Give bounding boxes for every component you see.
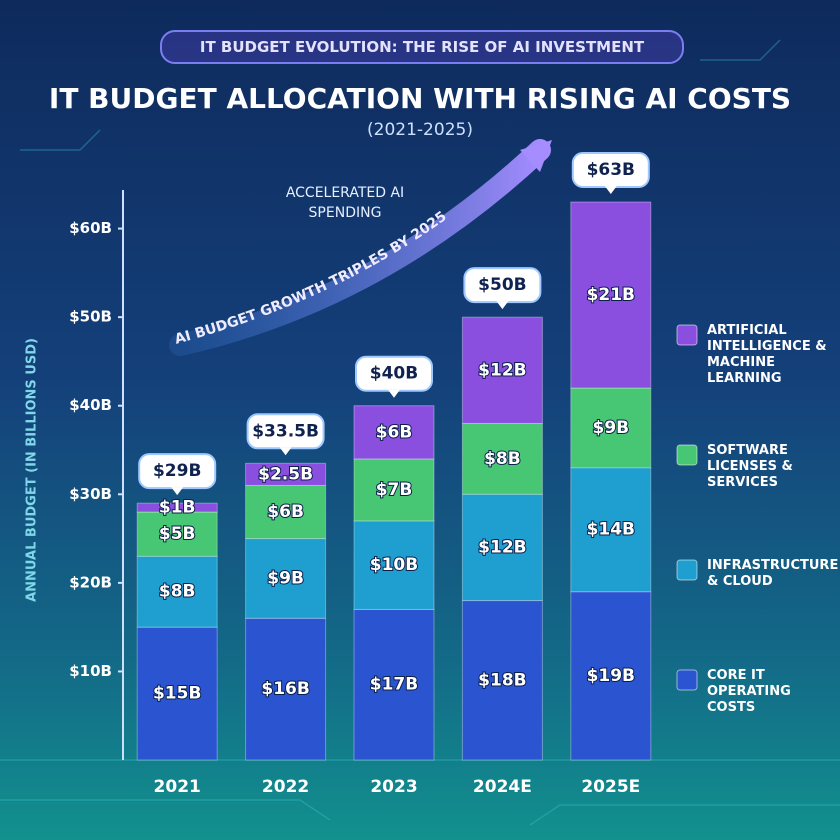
banner: IT BUDGET EVOLUTION: THE RISE OF AI INVE… xyxy=(160,30,684,64)
segment-label: $12B xyxy=(478,360,526,380)
y-tick-label: $30B xyxy=(69,485,112,503)
segment-label: $8B xyxy=(159,582,196,602)
segment-label: $21B xyxy=(587,285,635,305)
bar-segment xyxy=(570,201,652,389)
bar-segment xyxy=(245,484,327,540)
bar-segment xyxy=(136,502,218,513)
bar-segment xyxy=(461,493,543,602)
segment-label: $9B xyxy=(267,568,304,588)
trend-arrow xyxy=(169,139,551,356)
annotation: ACCELERATED AI SPENDING xyxy=(285,185,405,221)
segment-label: $1B xyxy=(159,498,196,518)
total-callout: $50B xyxy=(463,267,542,310)
arrow-label: AI BUDGET GROWTH TRIPLES BY 2025 xyxy=(173,208,450,347)
bar-segment xyxy=(353,458,435,522)
bar-segment xyxy=(136,626,218,761)
arrow-label-text: AI BUDGET GROWTH TRIPLES BY 2025 xyxy=(173,208,450,347)
total-label: $40B xyxy=(370,364,418,384)
title: IT BUDGET ALLOCATION WITH RISING AI COST… xyxy=(48,82,792,115)
segment-label: $8B xyxy=(484,449,521,469)
bar-segment xyxy=(245,462,327,486)
segment-label: $19B xyxy=(587,666,635,686)
y-tick-label: $60B xyxy=(69,219,112,237)
total-callout: $33.5B xyxy=(246,413,325,456)
callout-tail xyxy=(171,487,184,496)
total-label: $33.5B xyxy=(252,421,319,441)
bar-segment xyxy=(461,600,543,761)
x-tick-label: 2024E xyxy=(473,777,532,797)
legend-swatch xyxy=(676,559,698,581)
callout-tail xyxy=(388,389,400,398)
bar-segment xyxy=(136,555,218,628)
total-label: $50B xyxy=(478,275,526,295)
segment-label: $12B xyxy=(478,537,526,557)
callout-tail xyxy=(604,186,617,194)
segment-label: $18B xyxy=(478,670,526,690)
segment-label: $2.5B xyxy=(258,464,313,484)
callout-tail xyxy=(279,447,292,456)
total-callout: $63B xyxy=(571,152,650,194)
legend-label: INFRASTRUCTURE & CLOUD xyxy=(707,558,839,589)
bar-segment xyxy=(353,520,435,610)
total-callout: $40B xyxy=(355,355,433,398)
legend-swatch xyxy=(676,444,698,466)
segment-label: $15B xyxy=(153,684,201,704)
y-tick-label: $50B xyxy=(69,308,112,326)
legend-label: CORE IT OPERATING COSTS xyxy=(707,668,791,715)
x-tick-label: 2025E xyxy=(581,777,640,797)
bar-segment xyxy=(461,422,543,495)
segment-label: $6B xyxy=(267,502,304,522)
bar-segment xyxy=(245,538,327,619)
y-tick-label: $20B xyxy=(69,573,112,591)
total-label: $29B xyxy=(153,461,201,481)
y-tick-label: $40B xyxy=(69,396,112,414)
callout-tail xyxy=(496,301,509,310)
y-tick-label: $10B xyxy=(69,662,112,680)
arrow-head xyxy=(520,140,552,172)
segment-label: $5B xyxy=(159,524,196,544)
x-tick-label: 2022 xyxy=(262,777,309,797)
segment-label: $7B xyxy=(376,480,413,500)
x-tick-label: 2021 xyxy=(154,777,201,797)
segment-label: $10B xyxy=(370,555,418,575)
segment-label: $9B xyxy=(592,418,629,438)
bar-segment xyxy=(461,316,543,424)
y-axis-label: ANNUAL BUDGET (IN BILLIONS USD) xyxy=(25,338,40,602)
subtitle: (2021-2025) xyxy=(367,120,473,140)
legend-swatch xyxy=(676,324,698,346)
bar-segment xyxy=(136,511,218,557)
segment-label: $16B xyxy=(261,679,309,699)
bar-segment xyxy=(353,405,435,460)
legend-label: ARTIFICIAL INTELLIGENCE & MACHINE LEARNI… xyxy=(707,323,827,386)
legend-swatch xyxy=(676,669,698,691)
legend-label: SOFTWARE LICENSES & SERVICES xyxy=(707,443,793,490)
total-callout: $29B xyxy=(138,453,217,496)
x-tick-label: 2023 xyxy=(370,777,417,797)
segment-label: $6B xyxy=(376,422,413,442)
segment-label: $17B xyxy=(370,675,418,695)
bar-segment xyxy=(353,608,435,761)
segment-label: $14B xyxy=(587,520,635,540)
bar-segment xyxy=(245,617,327,761)
total-label: $63B xyxy=(587,160,635,180)
